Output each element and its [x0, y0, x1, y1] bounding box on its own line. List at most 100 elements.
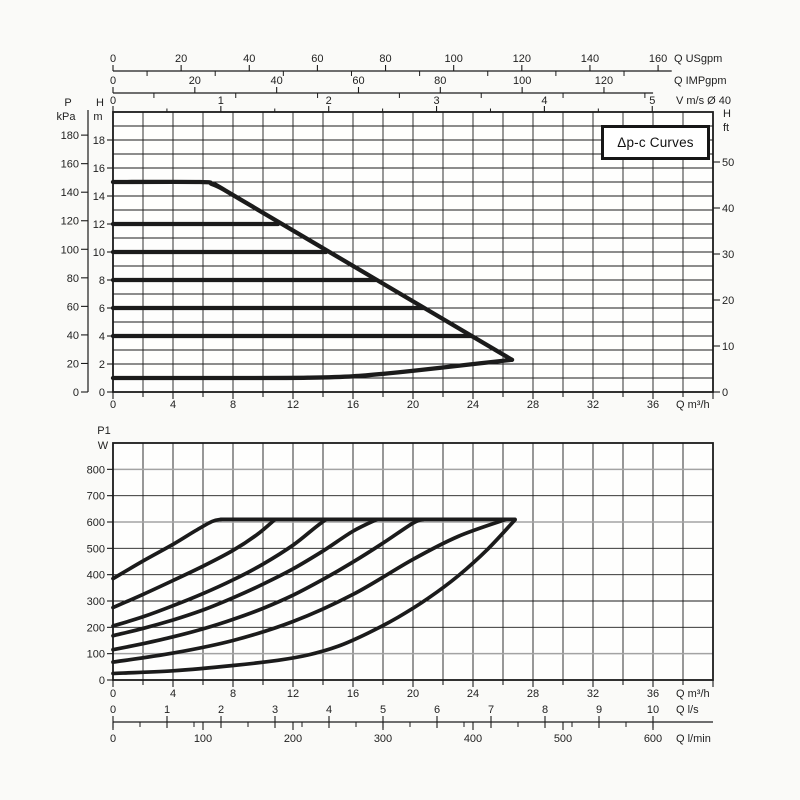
tick-label: 9	[596, 704, 602, 716]
tick-label: 4	[170, 399, 176, 411]
tick-label: 500	[87, 543, 105, 555]
tick-label: 800	[87, 464, 105, 476]
tick-label: 6	[99, 303, 105, 315]
curve-type-label: Δp-c Curves	[617, 135, 694, 150]
curve-power-4m	[111, 517, 508, 664]
head-flow-chart: 0 4 8 12 16 20 24 28 32 36 Q m³/h181614121086420Hm…	[57, 53, 735, 411]
tick-label: 16	[347, 688, 359, 700]
tick-label: 10	[647, 704, 659, 716]
tick-label: 80	[379, 53, 391, 65]
tick-label: 0	[110, 53, 116, 65]
axis-unit-label: P1	[97, 425, 110, 437]
tick-label: 6	[434, 704, 440, 716]
tick-label: 100	[194, 733, 212, 745]
axis-unit-label: Q l/s	[676, 704, 699, 716]
tick-label: 32	[587, 688, 599, 700]
tick-label: 50	[722, 157, 734, 169]
tick-label: 2	[99, 359, 105, 371]
tick-label: 40	[243, 53, 255, 65]
tick-label: 12	[93, 219, 105, 231]
axis-unit-label: H	[96, 97, 104, 109]
tick-label: 16	[347, 399, 359, 411]
tick-label: 160	[61, 159, 79, 171]
tick-label: 700	[87, 491, 105, 503]
tick-label: 28	[527, 399, 539, 411]
tick-label: 4	[541, 95, 547, 107]
axis-unit-label: Q USgpm	[674, 53, 722, 65]
tick-label: 20	[67, 358, 79, 370]
tick-label: 100	[87, 649, 105, 661]
tick-label: 16	[93, 163, 105, 175]
tick-label: 100	[445, 53, 463, 65]
tick-label: 180	[61, 130, 79, 142]
tick-label: 36	[647, 688, 659, 700]
curve-power-12m	[111, 517, 277, 610]
tick-label: 160	[649, 53, 667, 65]
tick-label: 30	[722, 249, 734, 261]
tick-label: 5	[649, 95, 655, 107]
tick-label: 0	[110, 95, 116, 107]
axis-unit-label: ft	[723, 122, 729, 134]
tick-label: 300	[87, 596, 105, 608]
tick-label: 40	[271, 75, 283, 87]
curve-type-label-box: Δp-c Curves	[601, 125, 710, 160]
tick-label: 0	[73, 387, 79, 399]
tick-label: 0	[99, 675, 105, 687]
tick-label: 120	[513, 53, 531, 65]
tick-label: 0	[99, 387, 105, 399]
tick-label: 7	[488, 704, 494, 716]
tick-label: 12	[287, 688, 299, 700]
axis-unit-label: kPa	[57, 111, 77, 123]
tick-label: 60	[311, 53, 323, 65]
tick-label: 8	[230, 399, 236, 411]
axis-unit-label: W	[98, 440, 109, 452]
tick-label: 80	[434, 75, 446, 87]
curve-power-6m	[111, 517, 426, 652]
tick-label: 60	[67, 301, 79, 313]
curve-min-curve	[110, 357, 515, 381]
tick-label: 5	[380, 704, 386, 716]
curve-power-min	[111, 518, 517, 676]
tick-label: 20	[189, 75, 201, 87]
tick-label: 400	[464, 733, 482, 745]
tick-label: 600	[644, 733, 662, 745]
tick-label: 600	[87, 517, 105, 529]
tick-label: 1	[164, 704, 170, 716]
axis-unit-label: m	[93, 111, 102, 123]
axis-unit-label: Q IMPgpm	[674, 75, 727, 87]
tick-label: 40	[67, 330, 79, 342]
axis-unit-label: Q m³/h	[676, 399, 710, 411]
tick-label: 4	[326, 704, 332, 716]
tick-label: 40	[722, 203, 734, 215]
tick-label: 36	[647, 399, 659, 411]
tick-label: 140	[581, 53, 599, 65]
tick-label: 0	[722, 387, 728, 399]
tick-label: 28	[527, 688, 539, 700]
tick-label: 500	[554, 733, 572, 745]
tick-label: 10	[722, 341, 734, 353]
tick-label: 4	[170, 688, 176, 700]
tick-label: 140	[61, 187, 79, 199]
tick-label: 2	[326, 95, 332, 107]
tick-label: 400	[87, 570, 105, 582]
tick-label: 24	[467, 399, 479, 411]
tick-label: 32	[587, 399, 599, 411]
axis-unit-label: H	[723, 108, 731, 120]
tick-label: 120	[61, 216, 79, 228]
tick-label: 200	[87, 622, 105, 634]
tick-label: 100	[513, 75, 531, 87]
tick-label: 24	[467, 688, 479, 700]
tick-label: 12	[287, 399, 299, 411]
curve-power-max	[111, 517, 223, 581]
axis-unit-label: V m/s Ø 40	[676, 95, 731, 107]
tick-label: 0	[110, 688, 116, 700]
tick-label: 0	[110, 75, 116, 87]
tick-label: 20	[407, 399, 419, 411]
tick-label: 4	[99, 331, 105, 343]
tick-label: 18	[93, 135, 105, 147]
tick-label: 100	[61, 244, 79, 256]
tick-label: 60	[352, 75, 364, 87]
